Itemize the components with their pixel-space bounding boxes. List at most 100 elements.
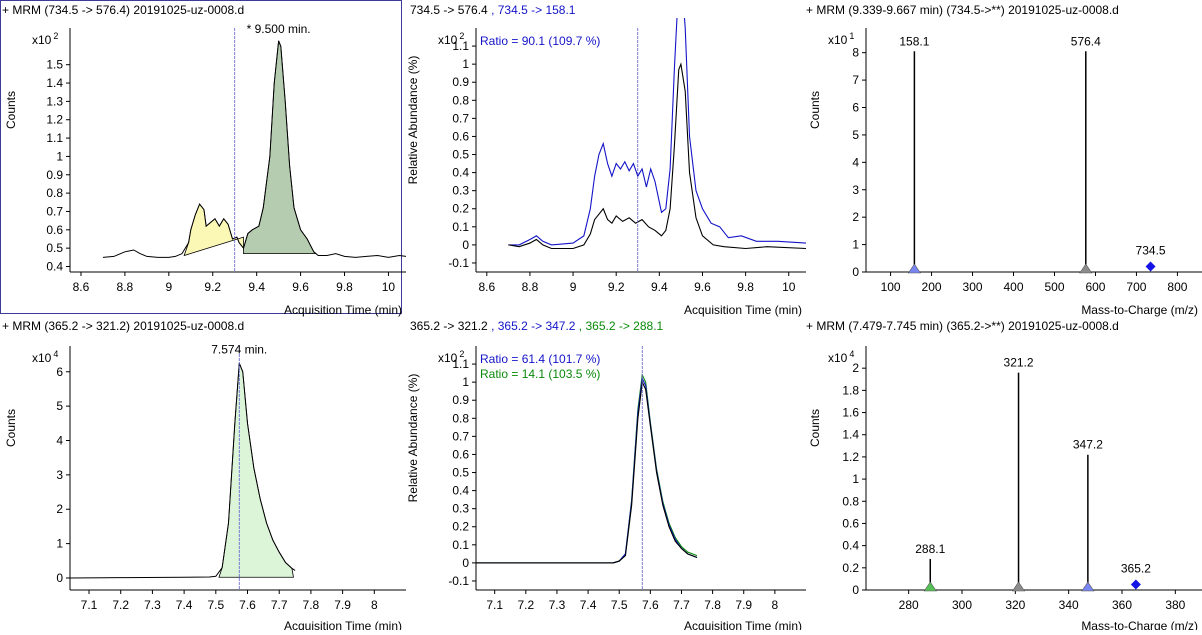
y-tick-label: 0.9 xyxy=(452,75,469,89)
peak-label: 321.2 xyxy=(1004,356,1034,370)
peak-time-label: 7.574 min. xyxy=(211,342,267,356)
title-part: , 365.2 -> 347.2 xyxy=(488,319,576,333)
y-scale-label: x10 1 xyxy=(828,31,854,47)
precursor-diamond-marker xyxy=(1130,579,1141,590)
plot-area xyxy=(476,372,698,564)
y-axis-label: Counts xyxy=(808,409,822,447)
y-tick-label: 0 xyxy=(462,238,469,252)
peak-fill xyxy=(243,40,318,255)
y-tick-label: 1 xyxy=(852,472,859,486)
x-tick-label: 9.2 xyxy=(204,280,221,294)
y-tick-label: 3 xyxy=(56,468,63,482)
y-tick-label: 0 xyxy=(852,583,859,597)
y-axis-label: Relative Abundance (%) xyxy=(406,374,420,503)
peak-label: 347.2 xyxy=(1073,438,1103,452)
y-tick-label: 0.6 xyxy=(842,516,859,530)
y-tick-label: 0.2 xyxy=(452,202,469,216)
x-tick-label: 7.4 xyxy=(176,598,193,612)
y-scale-exponent: 4 xyxy=(53,349,58,359)
y-scale-exponent: 2 xyxy=(459,31,464,41)
x-tick-label: 7.8 xyxy=(704,598,721,612)
panel-title: + MRM (365.2 -> 321.2) 20191025-uz-0008.… xyxy=(2,319,244,333)
plot-area xyxy=(508,18,806,250)
x-tick-label: 7.8 xyxy=(303,598,320,612)
peak-label: 734.5 xyxy=(1136,244,1166,258)
x-tick-label: 9.2 xyxy=(608,280,625,294)
x-axis-label: Acquisition Time (min) xyxy=(684,303,802,317)
y-tick-label: 0.6 xyxy=(452,447,469,461)
y-tick-label: 0.5 xyxy=(46,241,63,255)
y-axis-label: Counts xyxy=(4,409,18,447)
y-tick-label: 0.3 xyxy=(452,502,469,516)
precursor-triangle-marker xyxy=(1081,581,1095,592)
y-tick-label: 0.3 xyxy=(452,184,469,198)
x-tick-label: 800 xyxy=(1167,280,1187,294)
title-part: , 734.5 -> 158.1 xyxy=(488,3,576,17)
x-tick-label: 380 xyxy=(1165,598,1185,612)
y-tick-label: 6 xyxy=(852,101,859,115)
y-tick-label: 1.6 xyxy=(842,406,859,420)
y-scale-label: x10 4 xyxy=(828,349,854,365)
precursor-triangle-marker xyxy=(923,581,937,592)
y-tick-label: 0.4 xyxy=(46,259,63,273)
y-tick-label: 0.5 xyxy=(452,148,469,162)
panel-p3: + MRM (9.339-9.667 min) (734.5->**) 2019… xyxy=(806,3,1202,317)
x-tick-label: 7.9 xyxy=(735,598,752,612)
y-tick-label: -0.1 xyxy=(448,574,469,588)
x-tick-label: 300 xyxy=(952,598,972,612)
y-tick-label: 0.5 xyxy=(452,466,469,480)
series-line xyxy=(476,376,698,564)
y-tick-label: 0.9 xyxy=(452,393,469,407)
plot-area xyxy=(70,362,296,579)
peak-label: 365.2 xyxy=(1121,561,1151,575)
series-line xyxy=(476,372,698,564)
y-tick-label: 3 xyxy=(852,183,859,197)
y-tick-label: 4 xyxy=(852,155,859,169)
x-tick-label: 280 xyxy=(899,598,919,612)
panel-title: + MRM (734.5 -> 576.4) 20191025-uz-0008.… xyxy=(2,3,244,17)
y-tick-label: 2 xyxy=(852,210,859,224)
x-tick-label: 320 xyxy=(1005,598,1025,612)
x-tick-label: 9.4 xyxy=(651,280,668,294)
y-tick-label: 1.4 xyxy=(46,76,63,90)
precursor-triangle-marker xyxy=(1079,263,1093,274)
x-tick-label: 7.7 xyxy=(271,598,288,612)
x-axis-label: Acquisition Time (min) xyxy=(684,619,802,630)
precursor-diamond-marker xyxy=(1145,261,1156,272)
x-tick-label: 7.2 xyxy=(112,598,129,612)
y-scale-exponent: 4 xyxy=(849,349,854,359)
y-tick-label: 0.1 xyxy=(452,220,469,234)
selected-panel-frame xyxy=(0,0,402,314)
x-tick-label: 7.7 xyxy=(673,598,690,612)
y-tick-label: -0.1 xyxy=(448,256,469,270)
panel-p1: + MRM (734.5 -> 576.4) 20191025-uz-0008.… xyxy=(0,0,406,317)
y-scale-label: x10 4 xyxy=(32,349,58,365)
x-tick-label: 9 xyxy=(570,280,577,294)
y-tick-label: 0.8 xyxy=(452,411,469,425)
series-line xyxy=(508,62,806,250)
y-tick-label: 7 xyxy=(852,73,859,87)
x-tick-label: 8.8 xyxy=(522,280,539,294)
y-tick-label: 0.1 xyxy=(452,538,469,552)
y-tick-label: 1.8 xyxy=(842,383,859,397)
panel-title: + MRM (9.339-9.667 min) (734.5->**) 2019… xyxy=(806,3,1119,17)
panel-title: 365.2 -> 321.2 , 365.2 -> 347.2 , 365.2 … xyxy=(410,319,664,333)
x-tick-label: 8.6 xyxy=(73,280,90,294)
x-tick-label: 7.2 xyxy=(517,598,534,612)
x-tick-label: 340 xyxy=(1059,598,1079,612)
ratio-label: Ratio = 90.1 (109.7 %) xyxy=(480,34,600,48)
plot-area xyxy=(102,40,406,258)
y-tick-label: 1.1 xyxy=(452,39,469,53)
title-part: 734.5 -> 576.4 xyxy=(410,3,488,17)
series-line xyxy=(476,380,698,564)
y-tick-label: 1.1 xyxy=(452,357,469,371)
x-tick-label: 8.6 xyxy=(478,280,495,294)
y-scale-exponent: 1 xyxy=(849,31,854,41)
x-tick-label: 10 xyxy=(782,280,796,294)
ratio-label: Ratio = 61.4 (101.7 %) xyxy=(480,352,600,366)
peak-label: 288.1 xyxy=(915,542,945,556)
y-tick-label: 0.8 xyxy=(46,186,63,200)
y-tick-label: 0.4 xyxy=(452,166,469,180)
panel-p2: 734.5 -> 576.4 , 734.5 -> 158.1 Relative … xyxy=(406,3,806,317)
